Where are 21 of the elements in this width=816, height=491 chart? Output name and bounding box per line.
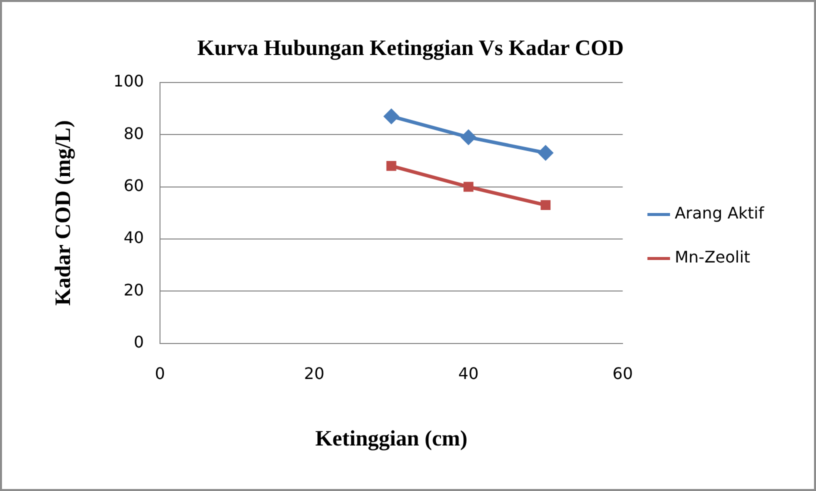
legend-label: Arang Aktif <box>674 204 764 223</box>
y-tick-label: 20 <box>124 280 144 300</box>
y-tick-label: 40 <box>124 228 144 248</box>
y-tick-label: 100 <box>113 72 144 91</box>
chart-title: Kurva Hubungan Ketinggian Vs Kadar COD <box>197 34 624 60</box>
y-tick-label: 0 <box>134 332 144 352</box>
point <box>460 129 476 146</box>
point <box>383 108 400 124</box>
point <box>386 160 396 171</box>
x-tick-label: 40 <box>458 364 479 384</box>
y-axis-title: Kadar COD (mg/L) <box>50 120 75 306</box>
point <box>540 200 551 210</box>
x-tick-label: 60 <box>612 364 633 384</box>
legend-label: Mn-Zeolit <box>674 248 750 267</box>
y-tick-label: 80 <box>124 124 144 143</box>
x-tick-label: 0 <box>154 364 166 384</box>
x-axis-title: Ketinggian (cm) <box>315 425 468 450</box>
point <box>464 182 474 192</box>
y-tick-label: 60 <box>124 176 144 195</box>
x-tick-label: 20 <box>304 364 324 384</box>
point <box>538 144 554 161</box>
